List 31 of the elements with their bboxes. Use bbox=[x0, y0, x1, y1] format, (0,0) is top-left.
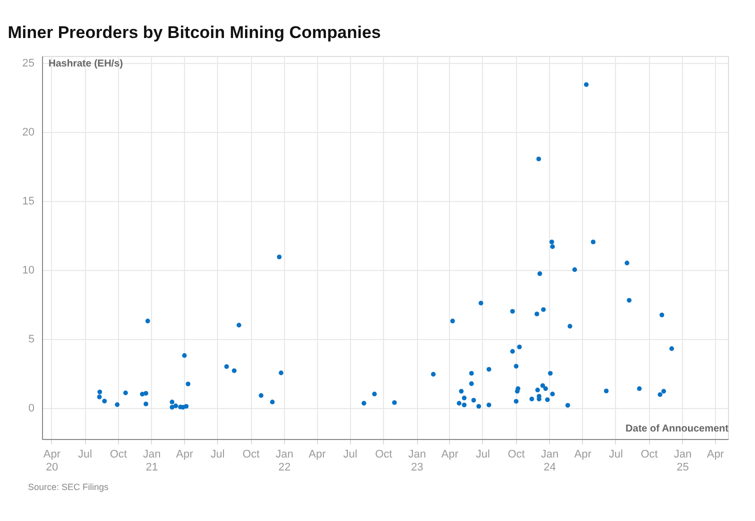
x-axis-title: Date of Annoucement bbox=[626, 424, 730, 434]
x-tick-label: Jan 23 bbox=[408, 448, 426, 474]
x-tick-label: Jan 25 bbox=[674, 448, 692, 474]
x-tick-label: Jul bbox=[210, 448, 225, 460]
x-tick-label: Oct bbox=[242, 448, 260, 460]
y-axis-title: Hashrate (EH/s) bbox=[48, 58, 123, 70]
x-tick-label: Jan 24 bbox=[540, 448, 559, 474]
source-note: Source: SEC Filings bbox=[28, 482, 110, 492]
y-tick-label: 20 bbox=[22, 126, 34, 138]
x-tick-label: Oct bbox=[640, 448, 658, 460]
x-tick-label: Jul bbox=[78, 448, 92, 460]
y-tick-label: 25 bbox=[22, 57, 34, 70]
x-tick-label: Oct bbox=[375, 448, 392, 460]
x-tick-label: Jul bbox=[476, 448, 490, 460]
x-tick-label: Jul bbox=[608, 448, 623, 460]
x-tick-label: Jan 21 bbox=[142, 448, 161, 474]
x-tick-label: Apr bbox=[176, 448, 194, 460]
y-tick-label: 0 bbox=[28, 402, 34, 414]
x-tick-label: Apr bbox=[706, 448, 724, 460]
y-tick-label: 10 bbox=[22, 264, 34, 276]
x-tick-label: Apr bbox=[441, 448, 459, 460]
x-tick-label: Apr 20 bbox=[43, 448, 61, 474]
y-tick-label: 5 bbox=[28, 333, 34, 346]
x-tick-label: Jul bbox=[343, 448, 358, 460]
x-tick-label: Apr bbox=[308, 448, 326, 460]
chart-title: Miner Preorders by Bitcoin Mining Companies bbox=[8, 23, 381, 42]
y-tick-label: 15 bbox=[22, 195, 34, 208]
x-tick-label: Jan 22 bbox=[276, 448, 294, 474]
x-tick-label: Oct bbox=[110, 448, 127, 460]
x-tick-label: Apr bbox=[574, 448, 592, 460]
x-tick-label: Oct bbox=[508, 448, 525, 460]
